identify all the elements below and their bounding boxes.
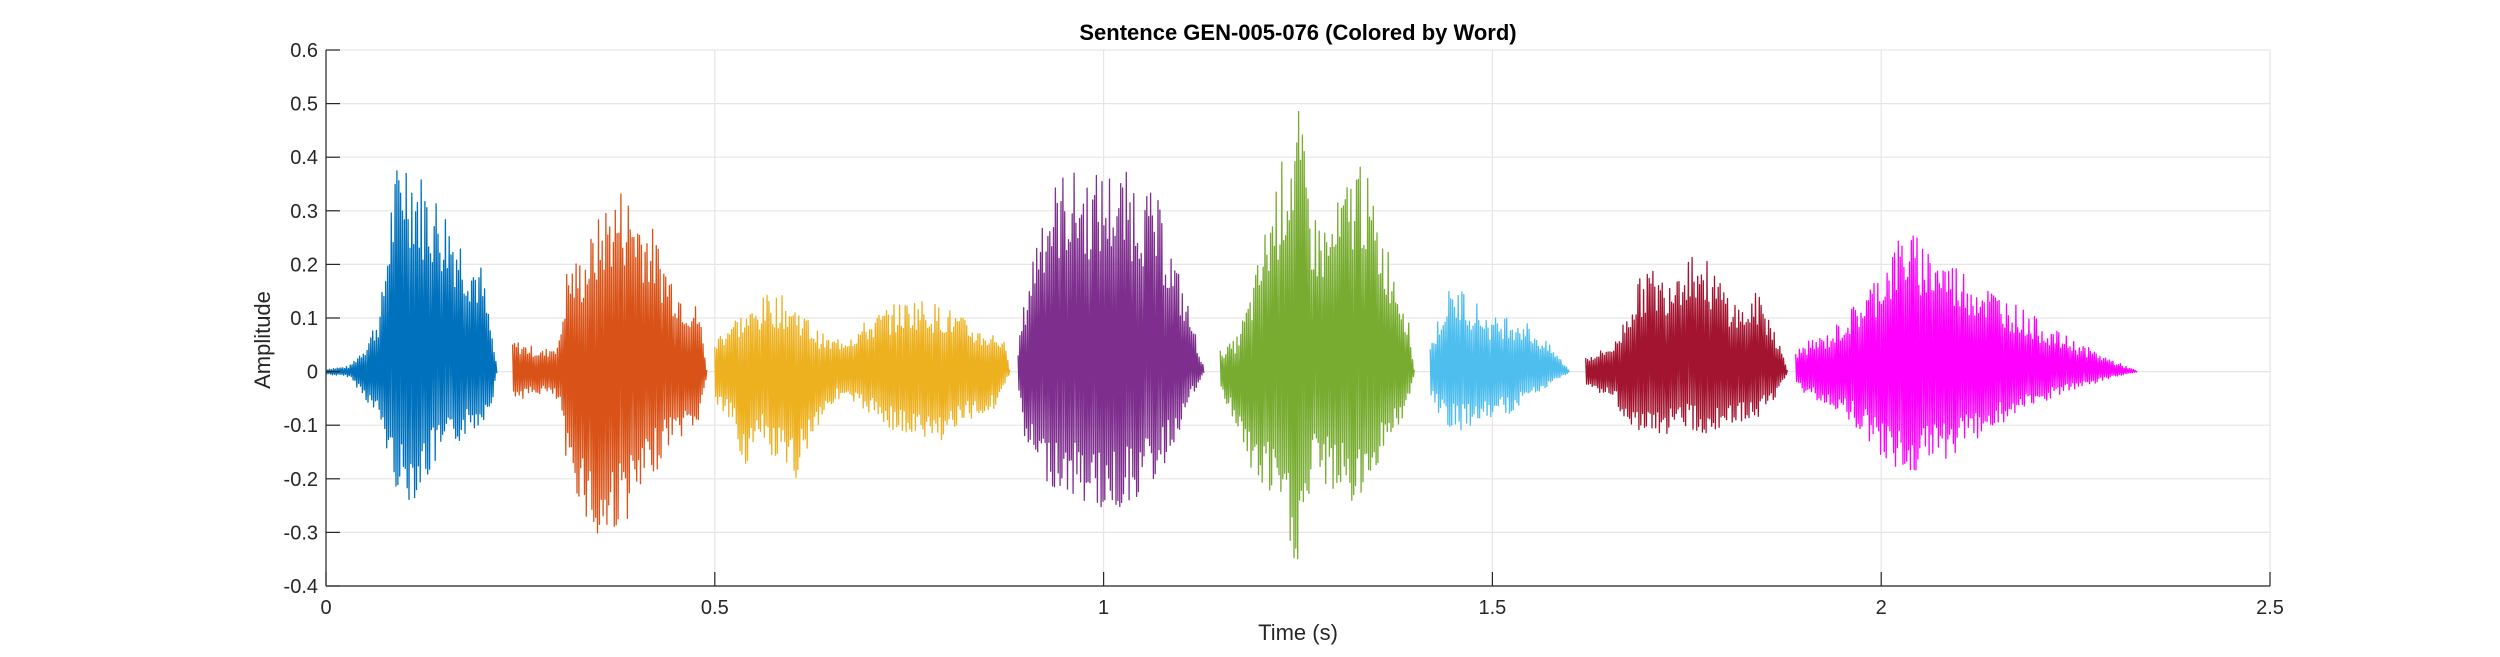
y-tick-label: 0.6 (290, 40, 318, 62)
y-tick-label: 0 (307, 362, 318, 384)
y-axis-label: Amplitude (250, 291, 275, 389)
series-word-6-line (1429, 291, 1570, 431)
x-tick-label: 2 (1876, 597, 1887, 619)
x-tick-label: 0 (320, 597, 331, 619)
chart-title: Sentence GEN-005-076 (Colored by Word) (1079, 20, 1516, 45)
y-tick-label: 0.4 (290, 147, 318, 169)
y-tick-label: -0.3 (284, 522, 318, 544)
series-word-5-line (1219, 111, 1415, 560)
x-tick-label: 0.5 (701, 597, 729, 619)
y-tick-label: 0.1 (290, 308, 318, 330)
axis-layer: 0 0.5 1 1.5 2 2.5 -0.4 -0.3 -0.2 -0.1 0 0.1 0.2 0.3 0.… (284, 40, 2284, 619)
x-tick-label: 1 (1098, 597, 1109, 619)
y-tick-label: -0.2 (284, 469, 318, 491)
series-word-1-line (325, 170, 498, 501)
series-word-4-line (1017, 171, 1205, 508)
series-word-2-line (511, 193, 708, 534)
x-tick-label: 1.5 (1478, 597, 1506, 619)
series-word-8-line (1795, 235, 2138, 471)
y-tick-label: -0.4 (284, 576, 318, 598)
series-layer (325, 111, 2138, 560)
x-tick-label: 2.5 (2256, 597, 2284, 619)
series-word-7-line (1585, 256, 1788, 435)
y-tick-label: 0.2 (290, 254, 318, 276)
series-word-3-line (714, 294, 1011, 479)
x-axis-label: Time (s) (1258, 620, 1338, 645)
y-tick-label: 0.5 (290, 94, 318, 116)
y-tick-label: -0.1 (284, 415, 318, 437)
y-tick-label: 0.3 (290, 201, 318, 223)
